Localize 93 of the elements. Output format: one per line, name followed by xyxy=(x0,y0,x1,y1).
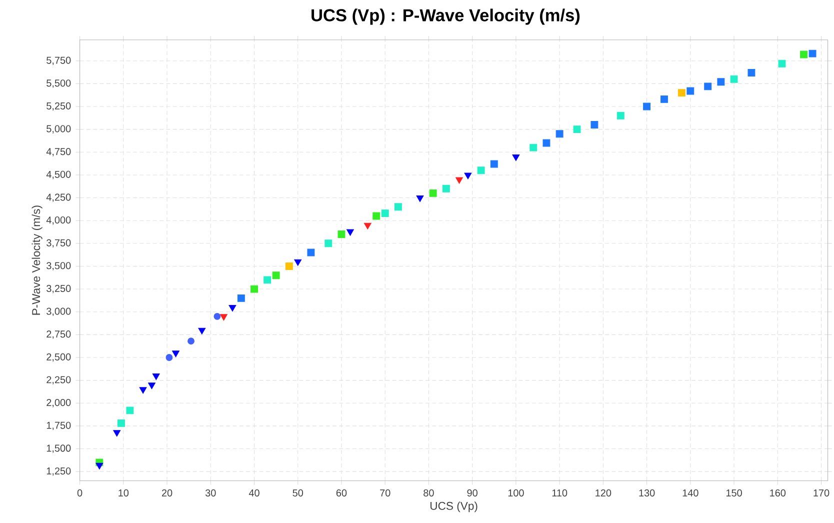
point xyxy=(118,420,125,428)
point xyxy=(346,229,354,236)
point xyxy=(148,382,156,390)
point xyxy=(394,203,402,211)
x-tick-label: 100 xyxy=(508,490,524,497)
y-tick-label: 3,500 xyxy=(46,262,71,271)
point xyxy=(800,50,808,58)
point xyxy=(214,313,221,320)
point xyxy=(590,121,598,129)
x-tick-label: 0 xyxy=(77,490,82,497)
point xyxy=(237,294,245,302)
y-tick-label: 2,750 xyxy=(46,330,71,339)
point xyxy=(704,82,712,90)
point xyxy=(456,177,463,184)
x-tick-label: 70 xyxy=(380,490,390,497)
x-tick-label: 120 xyxy=(596,490,612,497)
y-tick-label: 2,250 xyxy=(46,376,71,385)
point xyxy=(113,430,121,437)
point xyxy=(416,196,424,202)
x-tick-label: 150 xyxy=(726,490,742,497)
y-tick-label: 4,750 xyxy=(46,148,71,156)
y-tick-label: 2,000 xyxy=(46,399,71,408)
point xyxy=(643,102,651,110)
point xyxy=(172,350,180,358)
y-tick-label: 5,500 xyxy=(46,80,71,88)
x-tick-label: 130 xyxy=(639,490,655,497)
point xyxy=(678,89,686,97)
point xyxy=(294,260,302,266)
y-tick-label: 5,250 xyxy=(46,102,71,111)
point xyxy=(250,286,258,293)
x-tick-label: 10 xyxy=(118,490,129,497)
point xyxy=(198,328,206,335)
y-tick-label: 4,250 xyxy=(46,194,71,202)
point xyxy=(556,130,564,138)
point xyxy=(429,190,437,198)
point xyxy=(285,262,293,270)
point xyxy=(372,212,380,220)
point xyxy=(126,406,134,414)
point xyxy=(686,87,694,95)
y-axis-title: P-Wave Velocity (m/s) xyxy=(32,206,42,315)
y-tick-label: 4,000 xyxy=(46,216,71,225)
x-axis-title: UCS (Vp) xyxy=(430,502,478,512)
x-tick-label: 140 xyxy=(682,490,698,497)
chart-title: UCS (Vp) : P-Wave Velocity (m/s) xyxy=(312,8,580,25)
y-tick-label: 4,500 xyxy=(46,171,71,180)
x-tick-label: 80 xyxy=(424,490,434,497)
y-tick-label: 5,750 xyxy=(46,56,71,66)
point xyxy=(477,166,485,174)
point xyxy=(748,69,756,77)
x-tick-label: 40 xyxy=(248,490,260,497)
y-tick-label: 2,500 xyxy=(46,354,71,362)
point xyxy=(778,60,786,68)
point xyxy=(490,160,498,168)
x-tick-label: 160 xyxy=(770,490,786,497)
y-tick-label: 1,500 xyxy=(46,444,71,454)
y-tick-label: 3,250 xyxy=(46,285,71,294)
y-tick-label: 5,000 xyxy=(46,125,71,134)
point xyxy=(660,96,668,104)
y-tick-label: 3,000 xyxy=(46,308,71,316)
point xyxy=(96,463,104,470)
point xyxy=(264,276,272,284)
x-tick-label: 90 xyxy=(467,490,478,497)
point xyxy=(542,139,550,147)
point xyxy=(573,126,581,134)
y-tick-label: 3,750 xyxy=(46,239,71,248)
point xyxy=(188,338,194,345)
point xyxy=(139,387,147,394)
point xyxy=(512,154,520,162)
point xyxy=(338,230,346,238)
point xyxy=(530,144,538,152)
point xyxy=(442,185,450,193)
point xyxy=(808,50,816,58)
x-tick-label: 110 xyxy=(552,490,568,497)
point xyxy=(730,76,738,84)
point xyxy=(324,240,332,248)
point xyxy=(272,272,280,280)
y-tick-label: 1,750 xyxy=(46,422,71,430)
x-tick-label: 20 xyxy=(162,490,172,497)
point xyxy=(616,112,624,120)
point xyxy=(228,305,236,312)
point xyxy=(381,210,389,218)
point xyxy=(220,314,228,321)
point xyxy=(364,223,372,230)
x-tick-label: 170 xyxy=(814,490,830,497)
x-tick-label: 60 xyxy=(336,490,347,497)
x-tick-label: 30 xyxy=(205,490,216,497)
point xyxy=(717,78,725,86)
point xyxy=(152,374,160,380)
point xyxy=(166,354,173,362)
point xyxy=(464,172,472,180)
point xyxy=(307,249,315,256)
x-tick-label: 50 xyxy=(292,490,304,497)
y-tick-label: 1,250 xyxy=(46,468,71,476)
